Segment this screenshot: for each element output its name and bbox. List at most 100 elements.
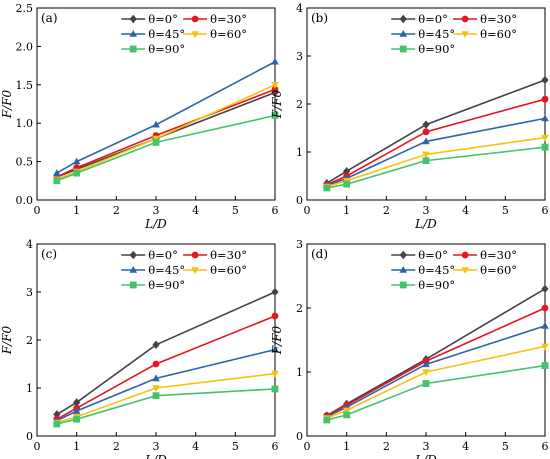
- legend-item-theta-30: θ=30°: [453, 12, 517, 26]
- x-axis-label: L/D: [144, 217, 167, 231]
- x-tick-label: 4: [192, 204, 199, 217]
- legend-marker: [461, 15, 469, 23]
- legend-marker: [129, 30, 138, 37]
- legend-marker: [399, 30, 408, 37]
- data-point: [422, 380, 430, 387]
- data-point: [541, 284, 549, 293]
- data-point: [152, 392, 160, 400]
- series-line: [56, 61, 276, 174]
- legend-label: θ=60°: [210, 27, 247, 41]
- legend-marker: [399, 14, 407, 24]
- y-tick-label: 0: [296, 430, 303, 443]
- y-tick-label: 1: [296, 366, 303, 379]
- legend-marker: [191, 267, 199, 274]
- x-tick-label: 1: [73, 204, 80, 217]
- legend-marker: [461, 251, 469, 259]
- legend-label: θ=60°: [480, 263, 517, 277]
- series-theta-90: [323, 362, 549, 424]
- legend-item-theta-30: θ=30°: [183, 248, 247, 262]
- series-line: [326, 325, 546, 418]
- series-theta-60: [323, 134, 549, 191]
- x-tick-label: 0: [304, 440, 311, 453]
- y-tick-label: 2.0: [16, 40, 34, 53]
- data-point: [323, 416, 331, 424]
- legend-label: θ=60°: [210, 263, 247, 277]
- legend-marker: [399, 250, 407, 260]
- data-point: [271, 287, 279, 297]
- x-tick-label: 6: [272, 440, 279, 453]
- data-point: [541, 362, 549, 369]
- series-line: [326, 345, 546, 419]
- x-tick-label: 0: [34, 204, 41, 217]
- legend-marker: [399, 45, 407, 53]
- x-tick-label: 4: [462, 204, 469, 217]
- series-line: [56, 114, 276, 182]
- series-theta-90: [53, 385, 279, 428]
- data-point: [152, 139, 160, 146]
- legend-item-theta-0: θ=0°: [391, 12, 448, 26]
- legend-label: θ=30°: [210, 248, 247, 262]
- data-point: [271, 82, 279, 89]
- y-tick-label: 4: [26, 238, 33, 251]
- chart-panel-b: 0 1 2 3 4 5 6 0 1 2 3 4 L/D F/F0 (b) θ=0° θ=30° θ=45° θ=60…: [270, 2, 549, 231]
- data-point: [323, 184, 331, 192]
- y-tick-label: 4: [296, 2, 303, 15]
- series-line: [56, 84, 276, 181]
- data-point: [541, 75, 549, 85]
- y-tick-label: 0: [296, 194, 303, 207]
- x-tick-label: 3: [423, 440, 430, 453]
- legend-label: θ=90°: [418, 42, 455, 56]
- x-tick-label: 6: [542, 440, 549, 453]
- y-tick-label: 3: [296, 50, 303, 63]
- series-line: [56, 388, 276, 425]
- legend-label: θ=45°: [148, 263, 185, 277]
- data-point: [422, 137, 430, 145]
- x-tick-label: 0: [304, 204, 311, 217]
- legend-label: θ=45°: [148, 27, 185, 41]
- y-tick-label: 2: [296, 302, 303, 315]
- data-point: [271, 370, 279, 378]
- x-tick-label: 3: [153, 440, 160, 453]
- legend-item-theta-45: θ=45°: [391, 27, 455, 41]
- data-point: [541, 134, 549, 142]
- panel-label: (b): [311, 11, 328, 25]
- x-tick-label: 4: [462, 440, 469, 453]
- x-tick-label: 2: [113, 204, 120, 217]
- legend-item-theta-90: θ=90°: [391, 42, 455, 56]
- x-tick-label: 5: [502, 440, 509, 453]
- legend-marker: [399, 266, 408, 273]
- y-tick-label: 3: [296, 238, 303, 251]
- legend-label: θ=60°: [480, 27, 517, 41]
- legend-label: θ=90°: [148, 42, 185, 56]
- series-theta-60: [53, 370, 279, 427]
- legend-label: θ=0°: [148, 248, 178, 262]
- legend-item-theta-90: θ=90°: [121, 42, 185, 56]
- x-tick-label: 4: [192, 440, 199, 453]
- data-point: [53, 420, 61, 428]
- x-axis-label: L/D: [414, 217, 437, 231]
- x-tick-label: 1: [343, 204, 350, 217]
- data-point: [271, 57, 279, 65]
- panel-label: (c): [41, 247, 57, 261]
- data-point: [152, 374, 160, 382]
- data-point: [271, 86, 279, 93]
- series-line: [326, 79, 546, 184]
- legend-marker: [399, 281, 407, 289]
- data-point: [422, 360, 430, 368]
- x-tick-label: 3: [423, 204, 430, 217]
- legend-item-theta-0: θ=0°: [121, 12, 178, 26]
- data-point: [271, 112, 279, 119]
- data-point: [152, 360, 160, 368]
- legend-marker: [129, 281, 137, 289]
- legend-label: θ=45°: [418, 27, 455, 41]
- y-axis-label: F/F0: [0, 89, 14, 119]
- series-theta-30: [53, 86, 279, 181]
- data-point: [152, 340, 160, 349]
- x-tick-label: 5: [232, 440, 239, 453]
- legend-item-theta-0: θ=0°: [121, 248, 178, 262]
- legend-item-theta-30: θ=30°: [183, 12, 247, 26]
- legend-marker: [129, 250, 137, 260]
- x-tick-label: 5: [502, 204, 509, 217]
- data-point: [271, 385, 279, 393]
